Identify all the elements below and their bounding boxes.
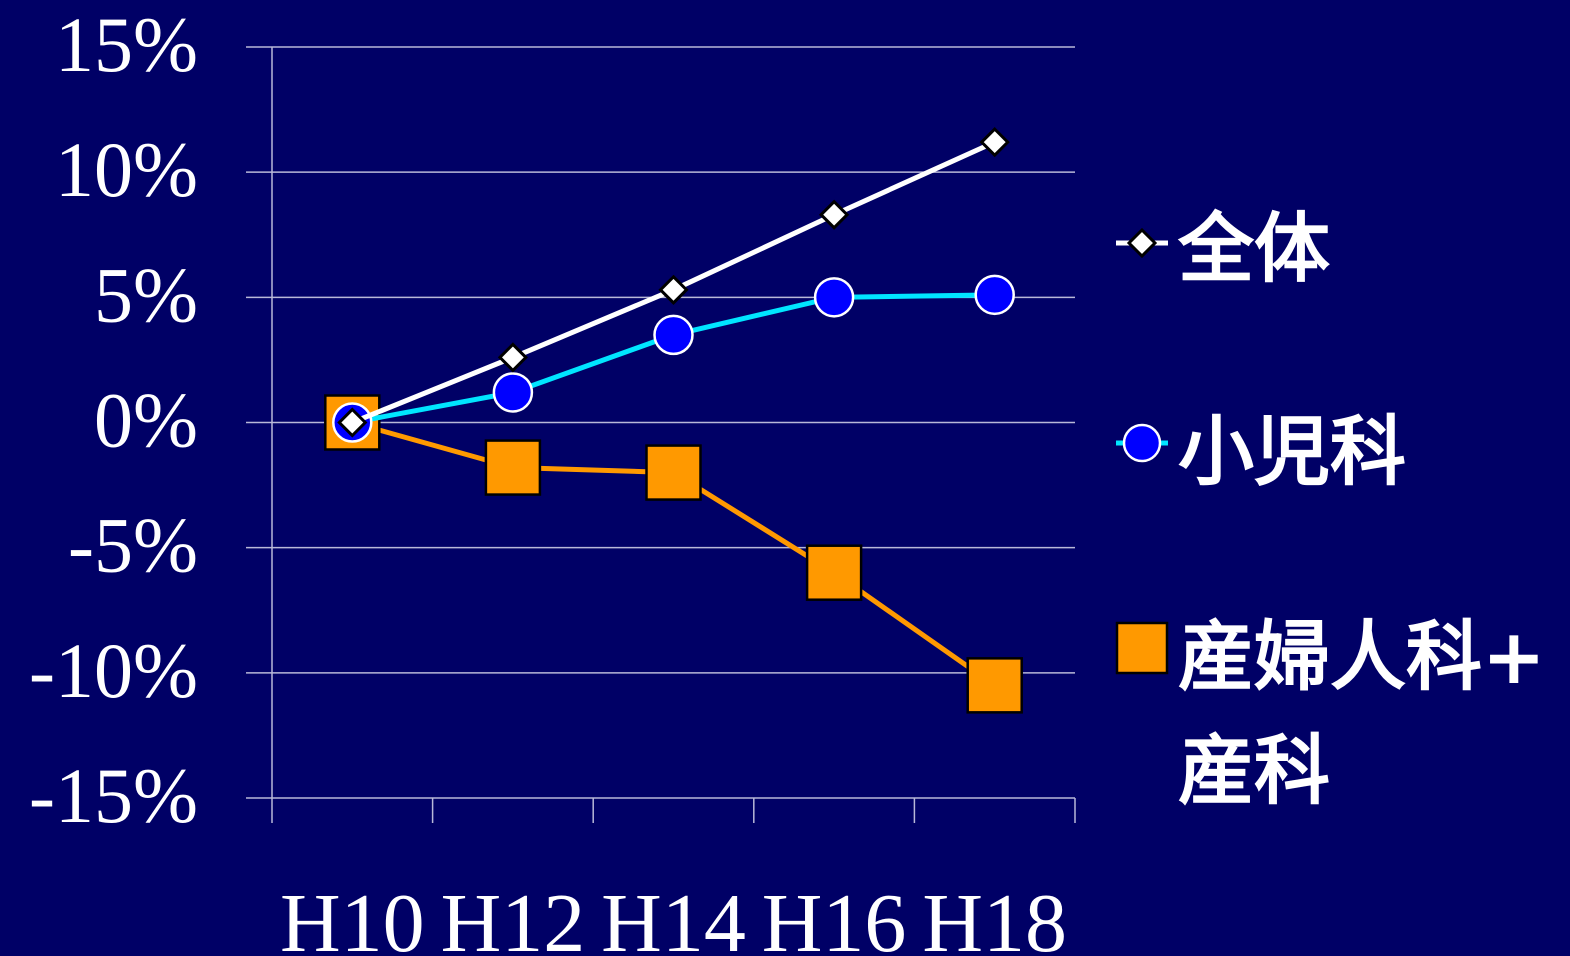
marker-diamond <box>658 274 689 305</box>
series-square <box>324 394 1023 714</box>
x-tick-label: H14 <box>601 877 746 956</box>
x-tick-label: H10 <box>280 877 425 956</box>
legend-item: 全体 <box>1116 204 1330 293</box>
marker-circle <box>492 372 534 413</box>
series-circle <box>332 274 1015 443</box>
y-tick-label: -5% <box>68 502 198 589</box>
marker-diamond <box>979 127 1010 158</box>
y-tick-label: -10% <box>29 627 198 714</box>
x-axis-ticks: H10 H12 H14 H16 H18 <box>280 877 1067 956</box>
marker-circle <box>1122 423 1162 463</box>
marker-circle <box>653 314 694 356</box>
y-tick-label: -15% <box>29 752 198 839</box>
marker-diamond <box>818 199 850 230</box>
y-tick-label: 10% <box>55 126 198 213</box>
marker-square <box>966 657 1023 714</box>
marker-diamond <box>497 342 529 373</box>
legend-label: 産婦人科+ <box>1178 612 1546 701</box>
axes <box>271 47 1076 823</box>
series-layer <box>324 127 1023 714</box>
y-tick-label: 5% <box>94 251 198 338</box>
marker-diamond <box>1126 227 1158 259</box>
marker-diamond <box>337 407 368 438</box>
x-tick-label: H12 <box>441 877 586 956</box>
y-tick-label: 15% <box>55 1 198 88</box>
marker-circle <box>813 277 855 318</box>
y-axis-ticks: 15% 10% 5% 0% -5% -10% -15% <box>29 1 198 839</box>
x-tick-label: H18 <box>922 877 1067 956</box>
marker-square <box>805 544 863 601</box>
legend-item: 小児科 <box>1116 407 1406 496</box>
y-tick-label: 0% <box>94 377 198 464</box>
series-diamond <box>337 127 1010 438</box>
marker-square <box>1115 621 1169 675</box>
marker-square <box>484 439 542 496</box>
legend-label: 小児科 <box>1178 407 1406 496</box>
marker-circle <box>974 274 1015 316</box>
marker-square <box>645 444 702 501</box>
legend-label: 産科 <box>1178 726 1330 815</box>
x-tick-label: H16 <box>762 877 907 956</box>
legend-label: 全体 <box>1177 204 1330 293</box>
legend-item: 産婦人科+ 産科 <box>1115 612 1546 815</box>
series-line <box>351 292 995 425</box>
